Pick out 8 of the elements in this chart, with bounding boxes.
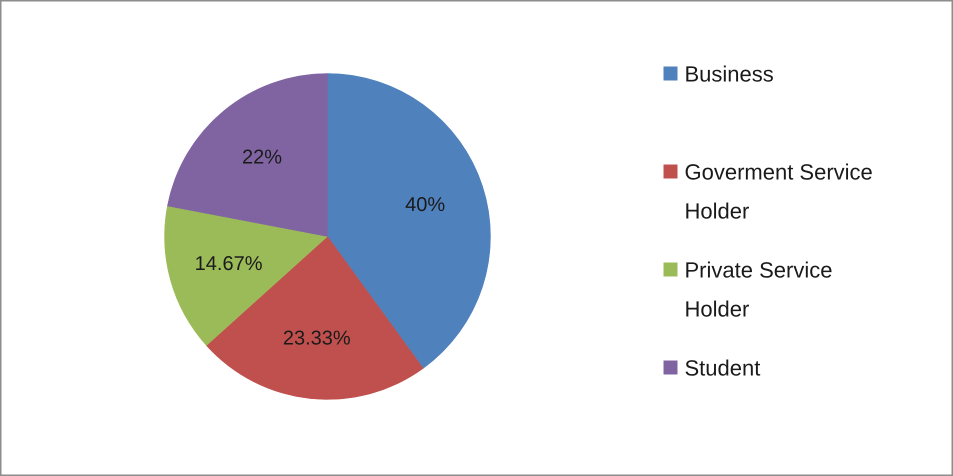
data-label: 22% xyxy=(242,146,282,168)
data-label: 14.67% xyxy=(194,253,263,276)
legend-label: Goverment Service Holder xyxy=(684,160,873,224)
legend-label: Student xyxy=(684,356,760,380)
legend-label: Private Service Holder xyxy=(684,258,832,322)
data-label: 40% xyxy=(405,194,446,216)
data-label: 23.33% xyxy=(282,328,351,350)
legend-label: Business xyxy=(684,62,774,86)
